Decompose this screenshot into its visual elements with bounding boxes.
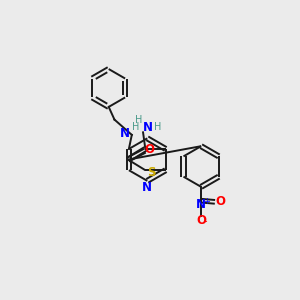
Text: H: H: [132, 122, 140, 133]
Text: N: N: [143, 121, 153, 134]
Text: -: -: [204, 216, 208, 226]
Text: N: N: [142, 181, 152, 194]
Text: O: O: [145, 143, 155, 156]
Text: +: +: [203, 197, 210, 206]
Text: S: S: [148, 167, 156, 179]
Text: H: H: [135, 115, 142, 125]
Text: O: O: [196, 214, 206, 227]
Text: H: H: [154, 122, 161, 132]
Text: N: N: [120, 127, 130, 140]
Text: N: N: [196, 198, 206, 212]
Text: O: O: [215, 195, 226, 208]
